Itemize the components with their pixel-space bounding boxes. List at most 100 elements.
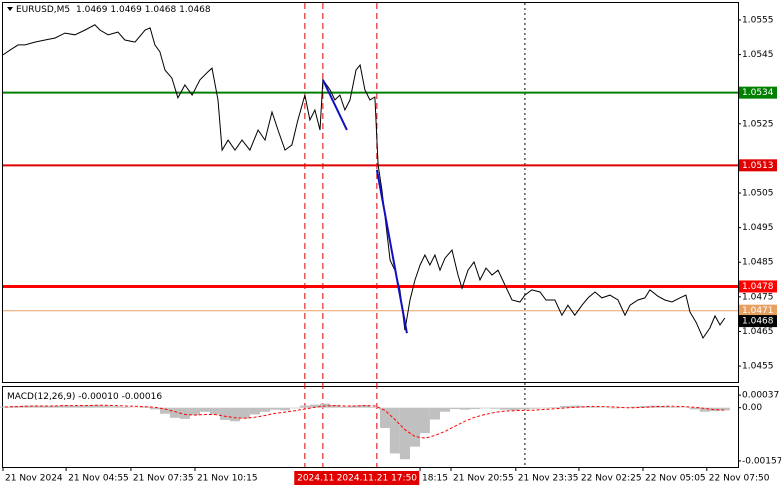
macd-bar	[479, 407, 490, 409]
macd-bar	[149, 407, 160, 410]
macd-bar	[579, 406, 590, 408]
y-tick-label: 1.0485	[742, 258, 774, 268]
macd-bar	[589, 407, 601, 408]
open: 1.0469	[76, 5, 108, 15]
macd-bar	[349, 405, 361, 408]
y-tick-label: 1.0465	[742, 327, 774, 337]
y-tick-label: 1.0525	[742, 119, 774, 129]
macd-bar	[209, 407, 220, 415]
macd-bar	[699, 407, 710, 412]
macd-bar	[99, 405, 111, 408]
close: 1.0468	[179, 5, 211, 15]
macd-bar	[219, 407, 230, 420]
macd-bar	[369, 407, 380, 408]
macd-bar	[110, 406, 121, 408]
macd-bar	[569, 405, 580, 408]
x-tick-label: 21 Nov 10:15	[197, 474, 258, 484]
y-tick-label: 0.00	[742, 403, 762, 413]
x-tick-label: 21 Nov 20:55	[453, 474, 514, 484]
vertical-marker-label: 2024.11.21	[297, 474, 349, 484]
macd-bar	[39, 405, 51, 408]
macd-bar	[170, 407, 181, 418]
macd-bar	[529, 407, 541, 409]
macd-bar	[659, 406, 670, 408]
macd-bar	[50, 405, 61, 408]
y-tick-label: 1.0505	[742, 189, 774, 199]
macd-bar	[230, 407, 241, 422]
macd-bar	[489, 407, 500, 409]
x-tick-label: 21 Nov 07:35	[133, 474, 194, 484]
macd-bar	[399, 407, 410, 460]
x-tick-label: 21 Nov 2024	[5, 474, 63, 484]
macd-bar	[709, 407, 720, 412]
price-header: EURUSD,M5 1.0469 1.0469 1.0468 1.0468	[16, 5, 211, 15]
x-tick-label: 22 Nov 02:25	[581, 474, 642, 484]
macd-bar	[179, 407, 190, 419]
macd-readout: -0.00010	[78, 392, 119, 402]
y-tick-label: 1.0455	[742, 362, 774, 372]
macd-bar	[509, 407, 520, 411]
macd-bar	[189, 407, 201, 416]
price-level-label: 1.0534	[742, 88, 774, 98]
macd-bar	[299, 405, 310, 408]
macd-bar	[549, 407, 560, 408]
macd-bar	[449, 407, 460, 410]
macd-bar	[260, 407, 271, 412]
macd-bar	[719, 407, 730, 411]
macd-title: MACD(12,26,9)	[7, 392, 75, 402]
macd-bar	[429, 407, 440, 420]
macd-bar	[80, 405, 91, 408]
current-price-label-box	[739, 315, 777, 328]
macd-bar	[649, 405, 661, 408]
macd-bar	[379, 407, 391, 429]
x-tick-label: 18:15	[422, 474, 448, 484]
price-level-label: 1.0478	[742, 282, 774, 292]
macd-bar	[239, 407, 250, 419]
macd-panel-frame	[2, 386, 739, 468]
macd-header: MACD(12,26,9) -0.00010 -0.00016	[7, 392, 162, 402]
macd-bar	[559, 405, 571, 408]
macd-bar	[69, 405, 81, 408]
macd-bar	[200, 407, 211, 412]
high: 1.0469	[110, 5, 142, 15]
signal-line	[4, 404, 725, 439]
macd-bar	[519, 407, 530, 410]
macd-bar	[29, 405, 40, 408]
macd-bar	[639, 405, 650, 408]
x-tick-label: 21 Nov 04:55	[68, 474, 129, 484]
macd-bar	[409, 407, 421, 447]
plot-layer: 1.0555 1.0545 1.0525 1.0505 1.0495 1.0485 1.04…	[0, 3, 781, 485]
macd-bar	[629, 406, 640, 408]
symbol: EURUSD,M5	[16, 5, 70, 15]
signal-readout: -0.00016	[122, 392, 163, 402]
macd-bar	[439, 407, 451, 412]
y-tick-label: 1.0495	[742, 223, 774, 233]
x-tick-label: 21 Nov 23:35	[518, 474, 579, 484]
trend-line	[321, 79, 348, 131]
macd-bar	[339, 406, 350, 408]
macd-bar	[459, 407, 470, 410]
macd-bar	[119, 407, 130, 408]
menu-arrow-icon[interactable]	[7, 7, 13, 11]
trend-line	[375, 169, 408, 334]
price-level-label: 1.0513	[742, 161, 774, 171]
macd-bar	[279, 407, 290, 411]
vertical-marker-label-box	[334, 471, 420, 485]
price-line	[2, 24, 726, 340]
price-level-label-box	[739, 86, 777, 99]
macd-bar	[689, 407, 700, 410]
x-tick-label: 22 Nov 05:05	[645, 474, 706, 484]
macd-bar	[499, 407, 511, 410]
macd-bar	[389, 407, 400, 454]
vertical-marker-label: 2024.11.21 17:50	[337, 474, 418, 484]
x-tick-label: 22 Nov 07:50	[709, 474, 770, 484]
y-tick-label: 1.0555	[742, 15, 774, 25]
current-price-label: 1.0468	[742, 317, 774, 327]
low: 1.0468	[145, 5, 177, 15]
price-level-label-box	[739, 159, 777, 172]
y-tick-label: -0.00157	[742, 456, 781, 466]
price-level-label: 1.0471	[742, 306, 774, 316]
macd-bar	[539, 407, 550, 409]
y-tick-label: 1.0475	[742, 292, 774, 302]
